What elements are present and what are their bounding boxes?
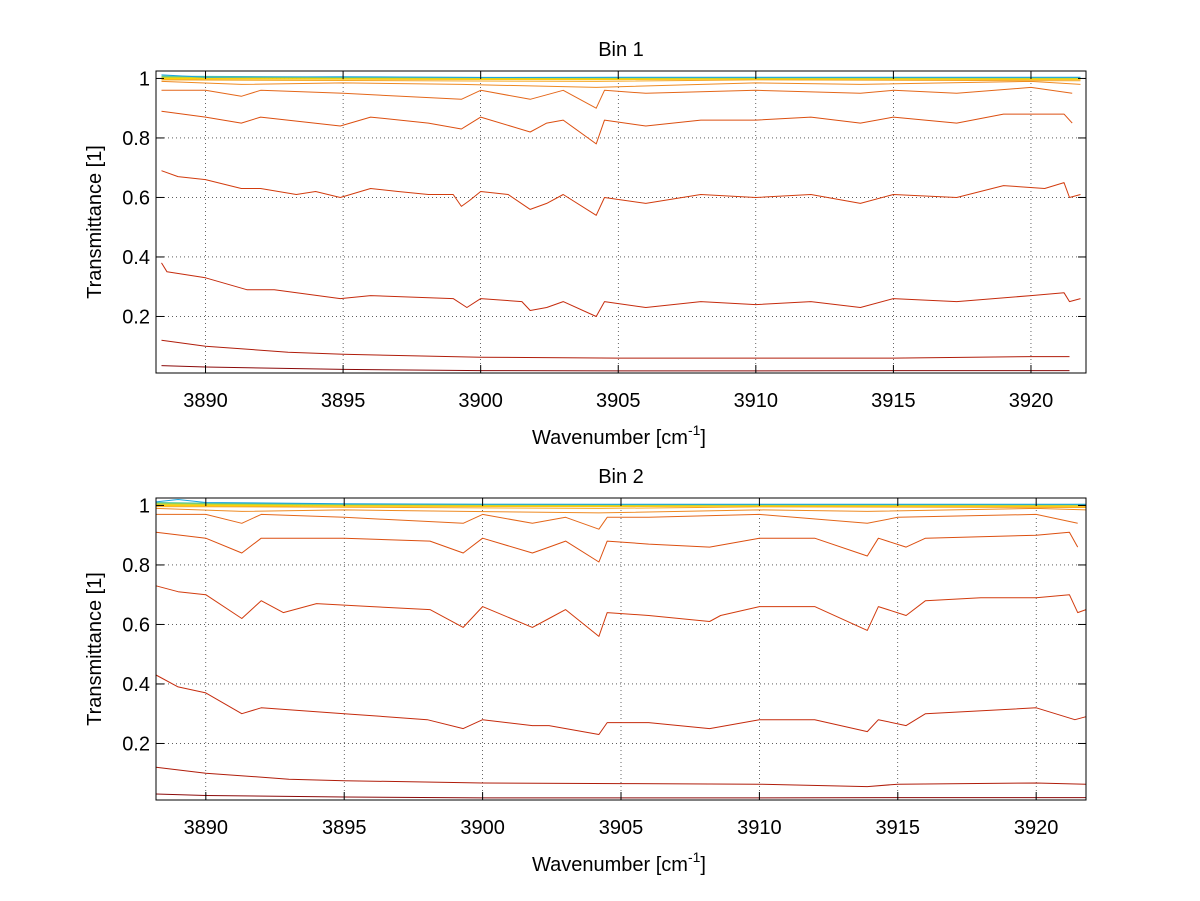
series-line (161, 86, 1073, 109)
chart-panel-bin-1: 3890 3895 3900 3905 3910 3915 3920 0.2 0.4 0.6 0.8… (84, 39, 1087, 449)
y-tick-label: 0.8 (122, 128, 150, 150)
chart-title: Bin 2 (598, 466, 644, 488)
series-line (156, 513, 1078, 530)
x-axis-label-superscript: -1 (688, 422, 701, 438)
x-tick-label: 3905 (596, 390, 641, 412)
series-line (155, 503, 1086, 506)
x-tick-label: 3910 (734, 390, 779, 412)
x-tick-label: 3895 (322, 817, 367, 839)
x-tick-label: 3900 (458, 390, 503, 412)
axes-frame (155, 70, 1087, 374)
series-line (155, 507, 1087, 514)
series-line (161, 80, 1081, 88)
y-tick-label: 0.2 (122, 306, 150, 328)
series-line (161, 79, 1081, 82)
x-axis-label-end: ] (700, 854, 706, 876)
x-axis-label-end: ] (700, 427, 706, 449)
y-tick-label: 0.2 (122, 733, 150, 755)
series-line (155, 674, 1087, 735)
y-axis-label: Transmittance [1] (84, 145, 106, 299)
series-line (161, 74, 1081, 78)
x-tick-label: 3915 (871, 390, 916, 412)
x-axis-label-superscript: -1 (688, 849, 701, 865)
series-line (155, 585, 1087, 637)
y-tick-label: 1 (139, 68, 150, 90)
y-tick-label: 1 (139, 495, 150, 517)
series-line (161, 262, 1081, 317)
y-tick-label: 0.6 (122, 614, 150, 636)
x-tick-label: 3905 (599, 817, 644, 839)
x-tick-label: 3920 (1009, 390, 1054, 412)
y-tick-label: 0.6 (122, 187, 150, 209)
x-tick-label: 3895 (321, 390, 366, 412)
series-line (161, 339, 1070, 359)
x-axis-label-text: Wavenumber [cm (532, 854, 688, 876)
x-tick-label: 3890 (183, 390, 228, 412)
x-axis-label: Wavenumber [cm-1] (532, 422, 706, 449)
series-line (161, 78, 1081, 81)
y-tick-label: 0.4 (122, 674, 150, 696)
series-line (161, 110, 1073, 145)
y-tick-label: 0.4 (122, 247, 150, 269)
x-axis-label-text: Wavenumber [cm (532, 427, 688, 449)
x-tick-label: 3890 (184, 817, 229, 839)
series-line (155, 506, 1087, 509)
x-axis-label: Wavenumber [cm-1] (532, 849, 706, 876)
y-axis-label: Transmittance [1] (84, 572, 106, 726)
series-line (155, 531, 1079, 563)
x-tick-label: 3920 (1014, 817, 1059, 839)
x-tick-label: 3915 (876, 817, 921, 839)
chart-title: Bin 1 (598, 39, 644, 61)
series-line (155, 766, 1087, 788)
series-line (161, 170, 1081, 216)
series-line (161, 77, 1081, 79)
y-tick-label: 0.8 (122, 555, 150, 577)
x-tick-label: 3900 (460, 817, 505, 839)
plot-area (156, 498, 1086, 800)
chart-panel-bin-2: 3890 3895 3900 3905 3910 3915 3920 0.2 0.4 0.6 0.8… (84, 466, 1087, 876)
plot-area (156, 71, 1086, 373)
series-line (155, 505, 1087, 508)
x-tick-label: 3910 (737, 817, 782, 839)
